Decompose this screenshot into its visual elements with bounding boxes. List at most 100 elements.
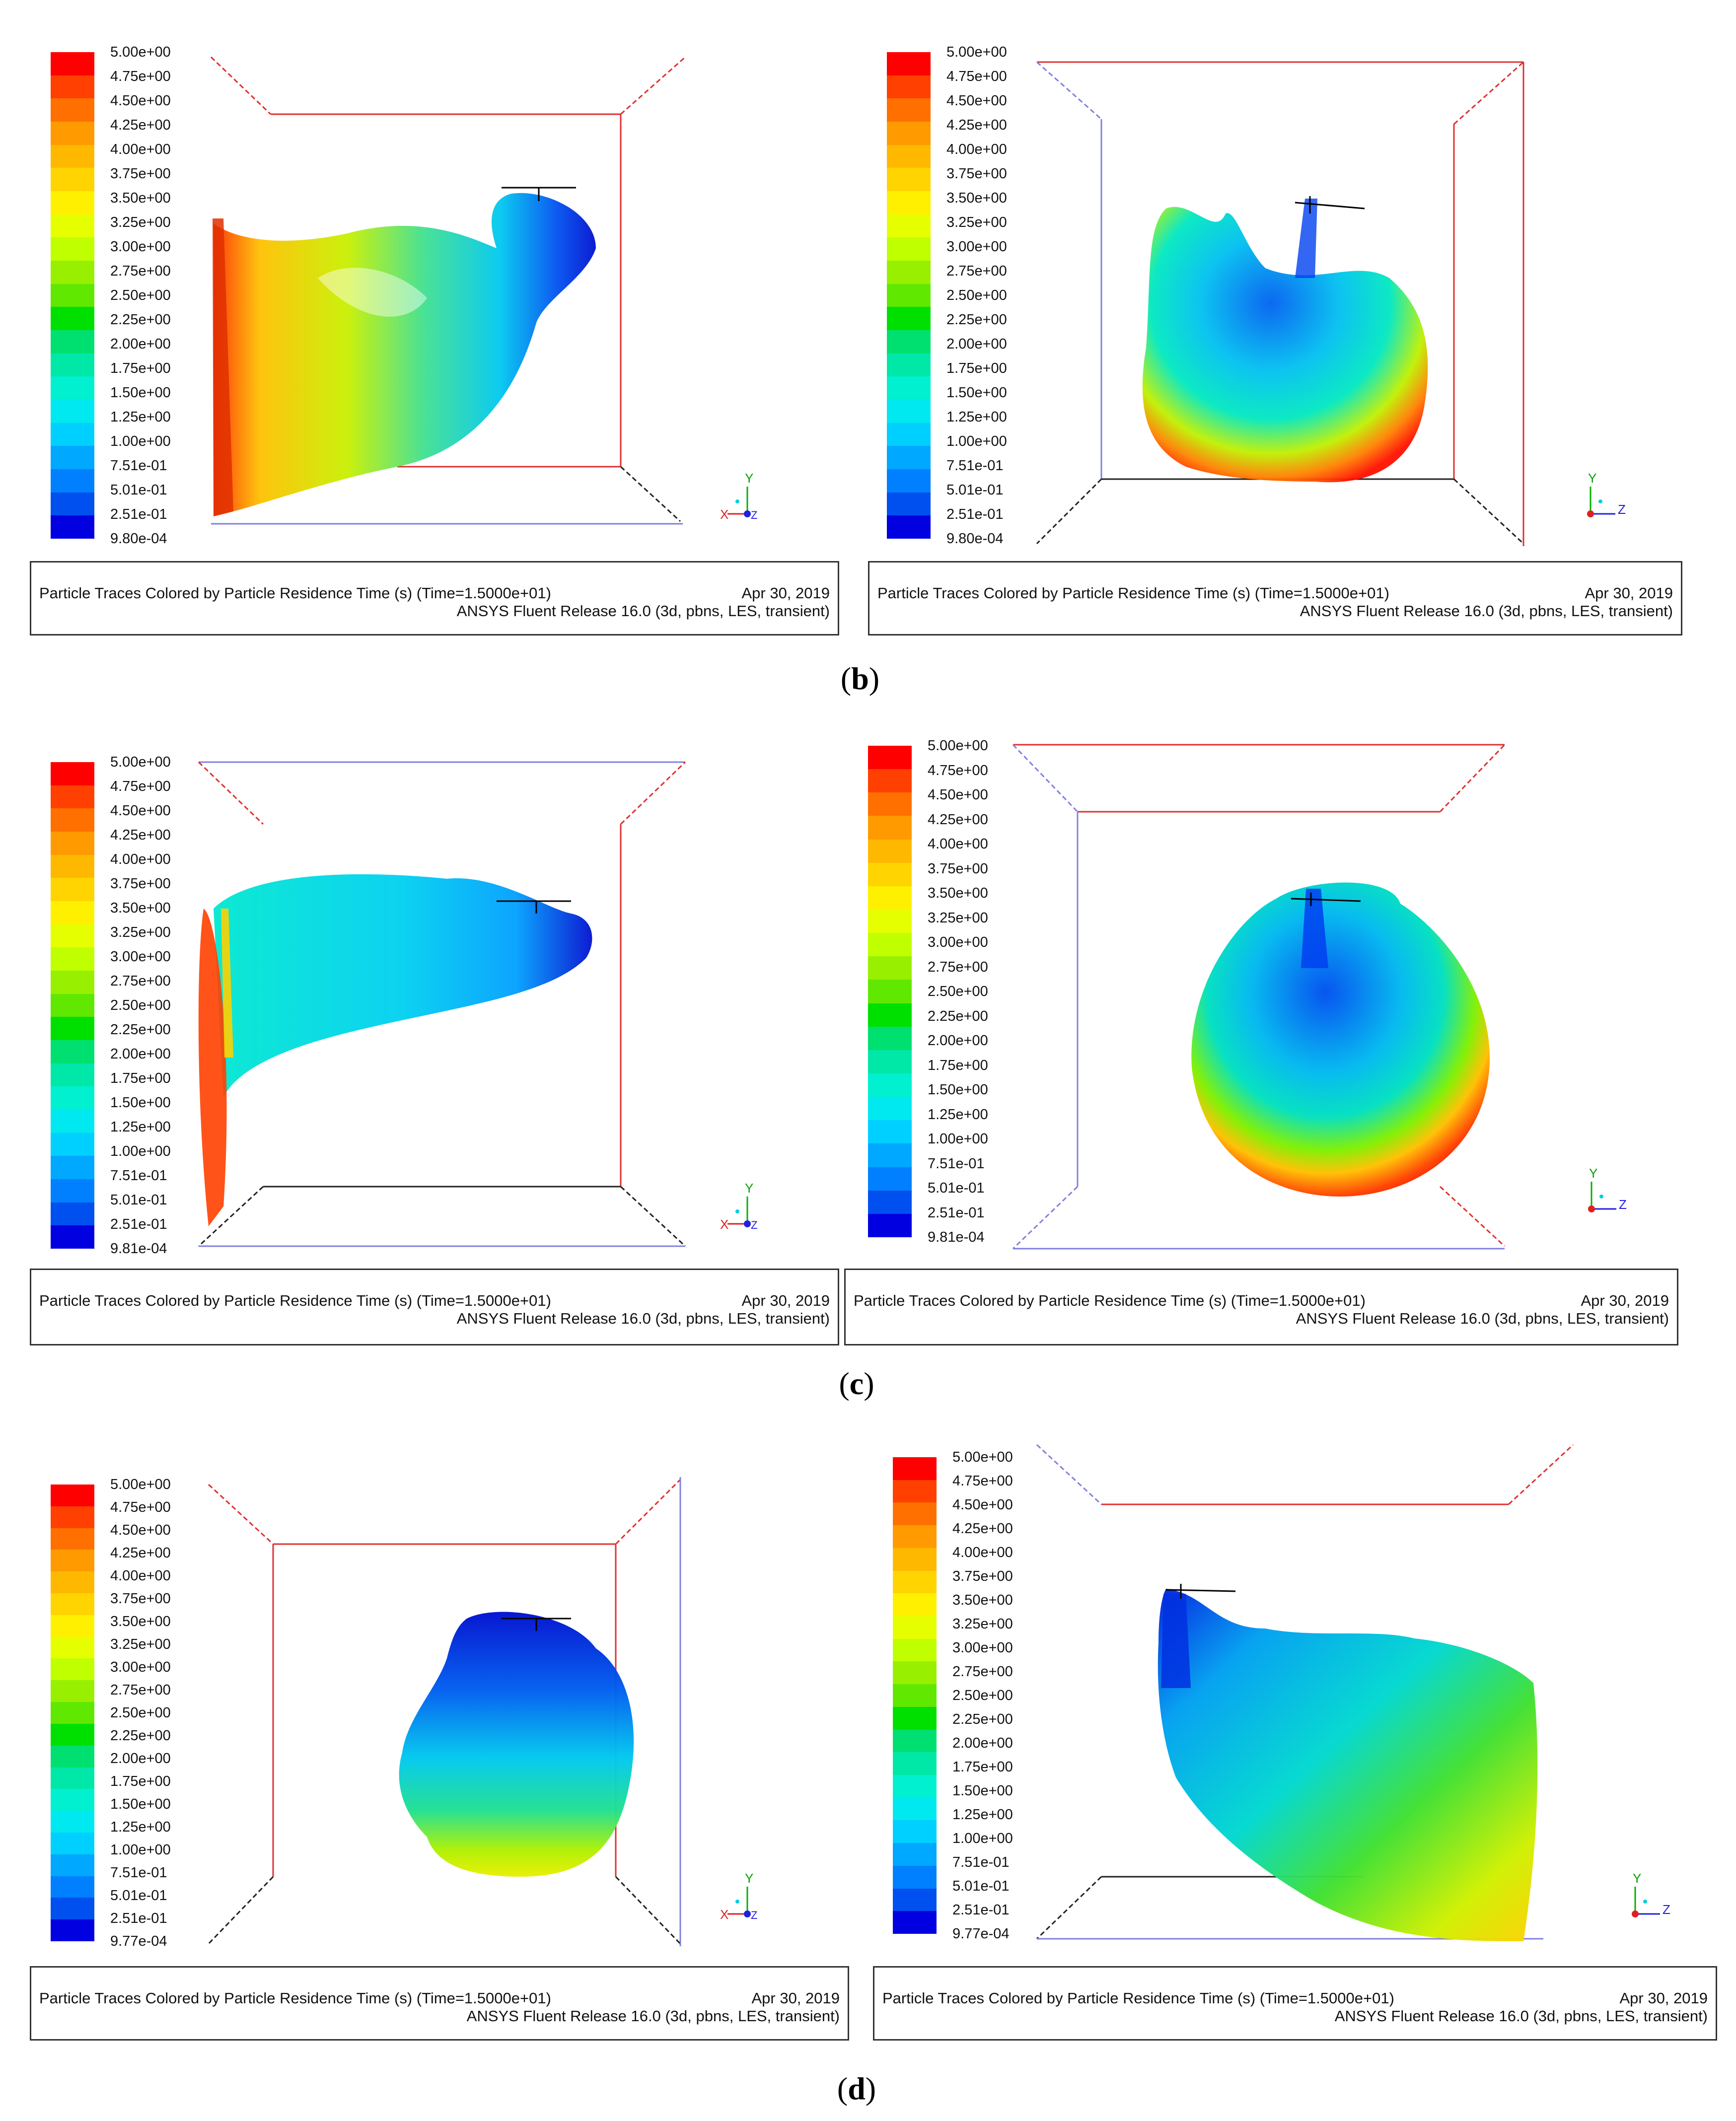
legend-tick-label: 5.01e-01: [928, 1180, 985, 1196]
legend-swatch: [51, 1550, 94, 1572]
legend-swatch: [51, 1680, 94, 1702]
caption-version: ANSYS Fluent Release 16.0 (3d, pbns, LES…: [1334, 2007, 1708, 2025]
legend-swatch: [51, 1132, 94, 1156]
legend-tick-label: 1.00e+00: [946, 433, 1007, 449]
legend-tick-label: 5.01e-01: [110, 1888, 167, 1904]
legend-tick-label: 4.50e+00: [928, 787, 988, 803]
drone-icon: [1295, 196, 1365, 213]
legend-tick-label: 2.75e+00: [952, 1664, 1013, 1680]
svg-text:Z: Z: [1663, 1902, 1670, 1917]
legend-tick-label: 7.51e-01: [946, 458, 1004, 474]
legend-swatch: [51, 993, 94, 1017]
legend-swatch: [51, 854, 94, 878]
caption-version: ANSYS Fluent Release 16.0 (3d, pbns, LES…: [456, 1310, 830, 1327]
legend-tick-label: 4.25e+00: [946, 117, 1007, 133]
legend-tick-label: 1.00e+00: [928, 1131, 988, 1147]
legend-tick-label: 7.51e-01: [110, 458, 167, 474]
legend-tick-label: 1.75e+00: [110, 1070, 171, 1086]
legend-tick-label: 1.25e+00: [952, 1807, 1013, 1823]
legend-swatch: [51, 1593, 94, 1616]
legend-swatch: [893, 1684, 937, 1707]
svg-text:X: X: [720, 507, 728, 522]
legend-swatch: [893, 1865, 937, 1889]
legend-swatch: [51, 1017, 94, 1041]
legend-tick-label: 2.00e+00: [110, 336, 171, 352]
caption-date: Apr 30, 2019: [741, 584, 830, 602]
legend-swatch: [893, 1820, 937, 1843]
legend-tick-label: 1.25e+00: [110, 409, 171, 425]
legend-swatch: [868, 910, 912, 933]
legend-tick-label: 1.75e+00: [110, 360, 171, 376]
legend-swatch: [51, 971, 94, 994]
legend-tick-label: 2.00e+00: [928, 1033, 988, 1049]
legend-swatch: [868, 1073, 912, 1097]
legend-tick-label: 5.00e+00: [110, 44, 171, 60]
legend-swatch: [51, 1086, 94, 1110]
legend-tick-label: 3.00e+00: [946, 239, 1007, 255]
legend-swatch: [51, 1636, 94, 1659]
legend-swatch: [893, 1797, 937, 1821]
legend-swatch: [51, 1832, 94, 1855]
legend-tick-label: 7.51e-01: [110, 1865, 167, 1881]
legend-swatch: [868, 792, 912, 816]
legend-tick-label: 2.50e+00: [928, 984, 988, 999]
svg-text:Y: Y: [1588, 472, 1596, 486]
legend-tick-label: 2.00e+00: [946, 336, 1007, 352]
legend-tick-label: 1.50e+00: [946, 385, 1007, 401]
legend-tick-label: 4.00e+00: [946, 141, 1007, 157]
particle-cloud: [214, 874, 592, 1097]
legend-tick-label: 9.81e-04: [110, 1241, 167, 1257]
legend-swatch: [887, 283, 931, 307]
legend-tick-label: 3.50e+00: [952, 1592, 1013, 1608]
legend-swatch: [887, 446, 931, 470]
legend-tick-label: 9.80e-04: [946, 531, 1004, 547]
svg-text:Z: Z: [1618, 502, 1626, 517]
legend-swatch: [51, 1571, 94, 1594]
legend-swatch: [887, 307, 931, 331]
legend-tick-label: 5.01e-01: [946, 482, 1004, 498]
legend-swatch: [51, 1702, 94, 1724]
legend-swatch: [887, 122, 931, 145]
legend-swatch: [51, 469, 94, 493]
particle-cloud: [1191, 882, 1490, 1197]
legend-tick-label: 4.25e+00: [952, 1521, 1013, 1537]
legend-swatch: [51, 191, 94, 215]
caption-title: Particle Traces Colored by Particle Resi…: [39, 1292, 551, 1309]
panel-row1-right: 5.00e+00 4.75e+00 4.50e+00 4.25e+00 4.00e+00…: [868, 0, 1736, 645]
legend-swatch: [51, 52, 94, 76]
caption-version: ANSYS Fluent Release 16.0 (3d, pbns, LES…: [1296, 1310, 1669, 1327]
legend-tick-label: 2.25e+00: [946, 312, 1007, 328]
legend-tick-label: 2.51e-01: [110, 506, 167, 522]
plot-row3-left: [208, 1477, 681, 1946]
panel-row2-right: 5.00e+00 4.75e+00 4.50e+00 4.25e+00 4.00e+00…: [844, 710, 1736, 1355]
legend-tick-label: 1.50e+00: [110, 1796, 171, 1812]
legend-swatch: [51, 832, 94, 855]
legend-tick-label: 3.25e+00: [946, 214, 1007, 230]
axes-triad-zy: Y Z: [1578, 471, 1633, 526]
drone-icon: [1165, 1584, 1236, 1599]
legend-tick-label: 4.00e+00: [110, 851, 171, 867]
legend-tick-label: 1.50e+00: [110, 1095, 171, 1111]
legend-swatch: [887, 492, 931, 516]
caption-title: Particle Traces Colored by Particle Resi…: [882, 1989, 1394, 2007]
legend-swatch: [893, 1457, 937, 1481]
domain-box: [1012, 744, 1506, 1250]
legend-tick-label: 4.50e+00: [110, 1522, 171, 1538]
legend-tick-label: 2.51e-01: [946, 506, 1004, 522]
legend-tick-label: 1.00e+00: [110, 1842, 171, 1858]
legend-swatch: [893, 1706, 937, 1730]
caption-version: ANSYS Fluent Release 16.0 (3d, pbns, LES…: [466, 2007, 840, 2025]
legend-tick-label: 1.25e+00: [110, 1819, 171, 1835]
legend-swatch: [51, 1179, 94, 1203]
legend-tick-label: 4.75e+00: [952, 1473, 1013, 1489]
caption-box: Particle Traces Colored by Particle Resi…: [30, 1269, 839, 1345]
legend-swatch: [51, 98, 94, 122]
legend-row3-right: 5.00e+00 4.75e+00 4.50e+00 4.25e+00 4.00e+00…: [893, 1449, 1022, 1942]
legend-swatch: [893, 1638, 937, 1662]
svg-text:Z: Z: [751, 1219, 757, 1231]
legend-tick-label: 1.75e+00: [952, 1759, 1013, 1775]
legend-swatch: [868, 1143, 912, 1168]
particle-cloud: [1157, 1589, 1538, 1941]
legend-swatch: [893, 1616, 937, 1639]
caption-box: Particle Traces Colored by Particle Resi…: [30, 561, 839, 636]
